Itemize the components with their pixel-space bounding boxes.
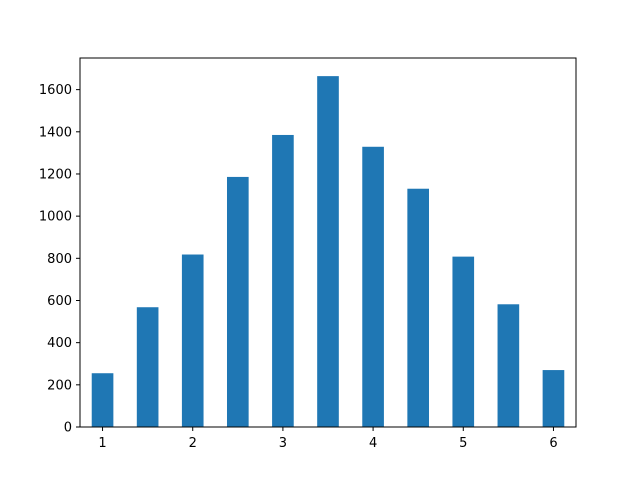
y-axis: 0 200 400 600 800 1000 1200 1400 1600 [39,83,80,436]
bar-5.5 [497,304,520,427]
bar-1.5 [136,307,159,427]
bar-5 [452,256,475,427]
y-tick-label: 0 [64,421,72,436]
plot-frame [79,57,577,428]
y-tick-label: 1600 [39,83,72,98]
bar-3 [272,134,294,427]
bar-1 [91,373,114,427]
x-tick-label: 3 [279,436,287,451]
x-tick-label: 6 [549,436,557,451]
x-axis: 1 2 3 4 5 6 [98,427,558,451]
bar-2 [181,254,204,427]
bar-6 [542,370,565,427]
y-tick-label: 400 [47,336,72,351]
y-tick-label: 1400 [39,125,72,140]
x-tick-label: 5 [459,436,467,451]
y-tick-label: 200 [47,378,72,393]
y-tick-label: 600 [47,294,72,309]
y-tick-label: 1200 [39,167,72,182]
x-tick-label: 2 [189,436,197,451]
bars-group [91,76,565,427]
y-tick-label: 800 [47,252,72,267]
x-tick-label: 1 [98,436,106,451]
bar-3.5 [317,76,339,427]
bar-4.5 [407,188,430,427]
bar-4 [362,146,384,427]
y-tick-label: 1000 [39,210,72,225]
bar-2.5 [226,176,249,427]
x-tick-label: 4 [369,436,377,451]
